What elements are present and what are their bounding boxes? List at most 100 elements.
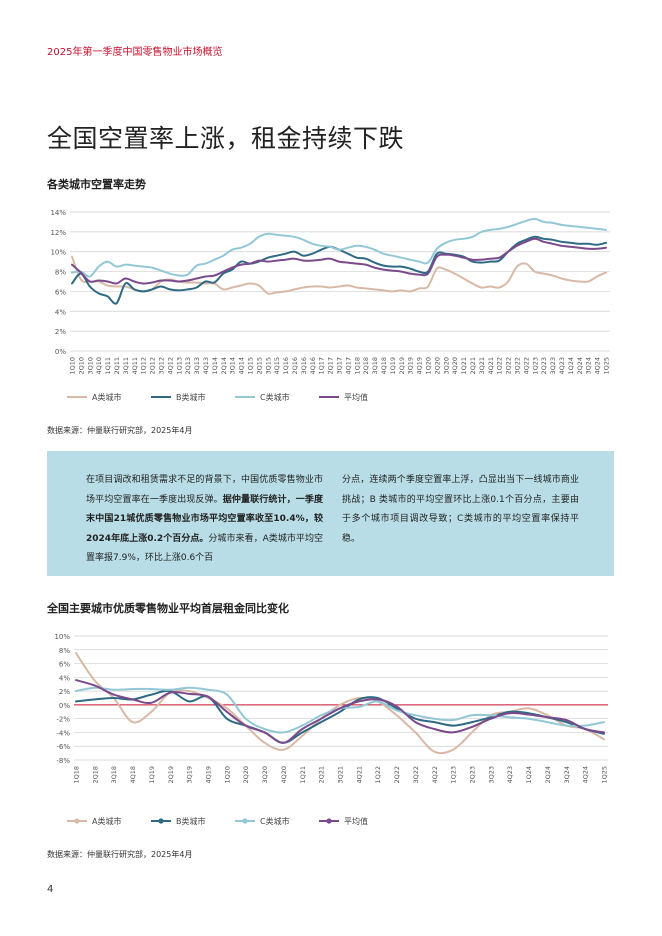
chart1-xtick-label: 3Q19 <box>407 357 415 375</box>
chart1-xtick-label: 2Q11 <box>113 357 121 375</box>
chart2-source: 数据来源：仲量联行研究部，2025年4月 <box>47 850 193 859</box>
chart2-legend-label-C: C类城市 <box>260 816 290 826</box>
chart1-xtick-label: 3Q16 <box>300 357 308 375</box>
chart1-xtick-label: 1Q15 <box>247 357 255 375</box>
chart1-xtick-label: 4Q23 <box>558 357 566 375</box>
chart2-series-line-B <box>75 689 605 744</box>
chart1-xtick-label: 2Q22 <box>505 357 513 375</box>
summary-left-post: 分城市来看，A类城市平均空置率报7.9%，环比上涨0.6个百 <box>86 533 323 564</box>
chart2-xtick-label: 4Q24 <box>582 766 590 784</box>
chart2-ytick-label: 0% <box>59 702 70 710</box>
chart1-xtick-label: 1Q10 <box>69 357 77 375</box>
chart2-ytick-label: 10% <box>54 633 70 641</box>
chart1-xtick-label: 4Q18 <box>380 357 388 375</box>
chart1-ytick-label: 8% <box>55 269 66 277</box>
chart2-xtick-label: 1Q22 <box>374 766 382 784</box>
vacancy-rate-chart: 0%2%4%6%8%10%12%14%1Q10 2Q10 3Q10 4Q10 1Q11 2… <box>50 209 611 402</box>
chart1-xtick-label: 3Q11 <box>122 357 130 375</box>
chart2-xtick-label: 2Q19 <box>167 766 175 784</box>
chart1-legend-label-B: B类城市 <box>176 392 206 402</box>
chart1-xtick-label: 3Q13 <box>193 357 201 375</box>
chart1-xtick-label: 2Q12 <box>149 357 157 375</box>
chart1-xtick-label: 3Q10 <box>86 357 94 375</box>
chart1-xtick-label: 3Q17 <box>336 357 344 375</box>
chart2-xtick-label: 2Q20 <box>242 766 250 784</box>
chart2-xtick-label: 3Q23 <box>487 766 495 784</box>
chart1-xtick-label: 3Q12 <box>158 357 166 375</box>
chart1-xtick-label: 4Q24 <box>594 357 602 375</box>
chart1-xtick-label: 4Q13 <box>202 357 210 375</box>
chart1-series-line-C <box>71 217 607 278</box>
chart1-xtick-label: 2Q10 <box>77 357 85 375</box>
chart2-xtick-label: 1Q25 <box>601 766 609 784</box>
chart2-xtick-label: 3Q19 <box>186 766 194 784</box>
chart1-xtick-label: 2Q16 <box>291 357 299 375</box>
chart1-xtick-label: 4Q19 <box>416 357 424 375</box>
page-number: 4 <box>47 884 54 895</box>
chart1-xtick-label: 2Q13 <box>184 357 192 375</box>
chart2-xtick-label: 2Q18 <box>91 766 99 784</box>
chart1-xtick-label: 1Q25 <box>603 357 611 375</box>
chart1-xtick-label: 3Q20 <box>442 357 450 375</box>
chart1-legend-label-C: C类城市 <box>260 392 290 402</box>
chart1-xtick-label: 1Q16 <box>282 357 290 375</box>
chart1-xtick-label: 1Q14 <box>211 357 219 375</box>
chart1-xtick-label: 2Q20 <box>433 357 441 375</box>
chart1-title: 各类城市空置率走势 <box>47 178 146 191</box>
chart1-ytick-label: 12% <box>50 229 66 237</box>
chart1-xtick-label: 4Q22 <box>522 357 530 375</box>
chart2-xtick-label: 4Q23 <box>506 766 514 784</box>
chart1-legend-label-A: A类城市 <box>92 392 121 402</box>
chart2-ytick-label: -4% <box>56 729 70 737</box>
chart1-xtick-label: 1Q21 <box>460 357 468 375</box>
report-header: 2025年第一季度中国零售物业市场概览 <box>47 47 223 58</box>
chart2-title: 全国主要城市优质零售物业平均首层租金同比变化 <box>47 602 289 615</box>
chart1-xtick-label: 1Q19 <box>389 357 397 375</box>
chart2-xtick-label: 1Q21 <box>299 766 307 784</box>
chart2-xtick-label: 1Q19 <box>148 766 156 784</box>
summary-left-column: 在项目调改和租赁需求不足的背景下，中国优质零售物业市场平均空置率在一季度出现反弹… <box>86 471 323 569</box>
chart1-legend-label-avg: 平均值 <box>344 392 368 402</box>
chart1-xtick-label: 4Q15 <box>273 357 281 375</box>
chart2-xtick-label: 4Q19 <box>205 766 213 784</box>
page-title: 全国空置率上涨，租金持续下跌 <box>47 124 405 153</box>
chart2-ytick-label: -6% <box>56 743 70 751</box>
chart2-xtick-label: 3Q20 <box>261 766 269 784</box>
chart2-xtick-label: 1Q24 <box>525 766 533 784</box>
chart2-xtick-label: 2Q23 <box>469 766 477 784</box>
chart2-xtick-label: 4Q20 <box>280 766 288 784</box>
chart1-xtick-label: 4Q10 <box>95 357 103 375</box>
rent-change-chart: -8% -6% -4% -2% 0% 2% 4% 6% 8% 10% 1Q18 2Q18 3Q18 4Q1… <box>54 633 609 826</box>
chart2-ytick-label: -8% <box>56 757 70 765</box>
chart2-xtick-label: 1Q23 <box>450 766 458 784</box>
chart1-xtick-label: 1Q23 <box>531 357 539 375</box>
chart1-series-line-avg <box>71 237 607 285</box>
chart2-xtick-label: 3Q21 <box>337 766 345 784</box>
chart2-xtick-label: 2Q22 <box>393 766 401 784</box>
chart2-ytick-label: 4% <box>59 674 70 682</box>
chart2-ytick-label: -2% <box>56 716 70 724</box>
chart1-xtick-label: 2Q19 <box>398 357 406 375</box>
chart2-legend-label-avg: 平均值 <box>344 816 368 826</box>
chart2-legend-label-A: A类城市 <box>92 816 121 826</box>
chart1-source: 数据来源：仲量联行研究部，2025年4月 <box>47 426 193 435</box>
chart1-xtick-label: 1Q12 <box>140 357 148 375</box>
chart1-xtick-label: 1Q22 <box>496 357 504 375</box>
chart1-xtick-label: 1Q11 <box>104 357 112 375</box>
chart2-xtick-label: 3Q24 <box>563 766 571 784</box>
chart1-xtick-label: 4Q14 <box>238 357 246 375</box>
chart1-xtick-label: 2Q24 <box>576 357 584 375</box>
chart1-xtick-label: 2Q21 <box>469 357 477 375</box>
chart2-series-line-avg <box>75 679 605 744</box>
chart1-xtick-label: 4Q21 <box>487 357 495 375</box>
summary-right-column: 分点，连续两个季度空置率上浮，凸显出当下一线城市商业挑战；B 类城市的平均空置环… <box>342 475 579 544</box>
chart1-xtick-label: 1Q24 <box>567 357 575 375</box>
chart1-xtick-label: 3Q23 <box>549 357 557 375</box>
chart1-ytick-label: 2% <box>55 328 66 336</box>
chart2-ytick-label: 8% <box>59 647 70 655</box>
chart1-xtick-label: 2Q15 <box>255 357 263 375</box>
summary-left-pre: 在项目调改和租赁需求不足的背景下，中国优质零售物业市场平均空置率在一季度出现反弹… <box>86 475 323 505</box>
chart1-xtick-label: 3Q24 <box>585 357 593 375</box>
chart1-xtick-label: 2Q23 <box>540 357 548 375</box>
chart2-xtick-label: 4Q18 <box>129 766 137 784</box>
